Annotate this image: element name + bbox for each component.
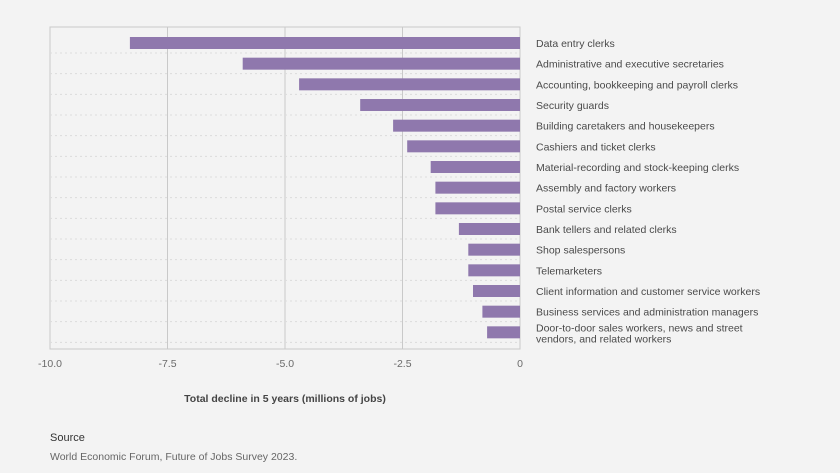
x-tick-label: -5.0 bbox=[276, 358, 294, 370]
x-tick-label: -2.5 bbox=[393, 358, 411, 370]
bar bbox=[468, 243, 520, 256]
bar bbox=[468, 264, 520, 277]
bar bbox=[430, 161, 520, 173]
category-label: Administrative and executive secretaries bbox=[536, 59, 724, 71]
bar bbox=[299, 78, 520, 91]
x-axis-label: Total decline in 5 years (millions of jo… bbox=[184, 393, 386, 405]
category-label: Shop salespersons bbox=[536, 245, 625, 257]
bar bbox=[458, 223, 520, 235]
category-label: Accounting, bookkeeping and payroll cler… bbox=[536, 79, 738, 91]
category-label: Material-recording and stock-keeping cle… bbox=[536, 162, 739, 174]
bar bbox=[482, 305, 520, 318]
category-label: Telemarketers bbox=[536, 265, 602, 277]
bar bbox=[435, 181, 520, 194]
bar bbox=[360, 99, 520, 111]
category-label: Door-to-door sales workers, news and str… bbox=[536, 322, 743, 345]
x-tick-label: -10.0 bbox=[38, 358, 62, 370]
x-tick-label: 0 bbox=[517, 358, 523, 370]
category-label: Client information and customer service … bbox=[536, 286, 760, 298]
category-label: Building caretakers and housekeepers bbox=[536, 121, 715, 133]
source-text: World Economic Forum, Future of Jobs Sur… bbox=[50, 451, 298, 463]
category-label: Bank tellers and related clerks bbox=[536, 224, 677, 236]
bar bbox=[393, 119, 520, 132]
bar bbox=[473, 285, 520, 297]
bar bbox=[242, 57, 520, 70]
category-label: Assembly and factory workers bbox=[536, 183, 676, 195]
bar bbox=[407, 140, 520, 153]
category-label: Business services and administration man… bbox=[536, 307, 758, 319]
bar-chart: Data entry clerks Administrative and exec… bbox=[38, 26, 760, 405]
bar bbox=[487, 326, 520, 339]
source-title: Source bbox=[50, 432, 85, 444]
bar bbox=[435, 202, 520, 215]
category-label: Data entry clerks bbox=[536, 38, 615, 50]
x-tick-label: -7.5 bbox=[158, 358, 176, 370]
category-label: Cashiers and ticket clerks bbox=[536, 141, 656, 153]
category-label: Security guards bbox=[536, 100, 609, 112]
bar bbox=[129, 37, 520, 49]
category-label: Postal service clerks bbox=[536, 203, 632, 215]
